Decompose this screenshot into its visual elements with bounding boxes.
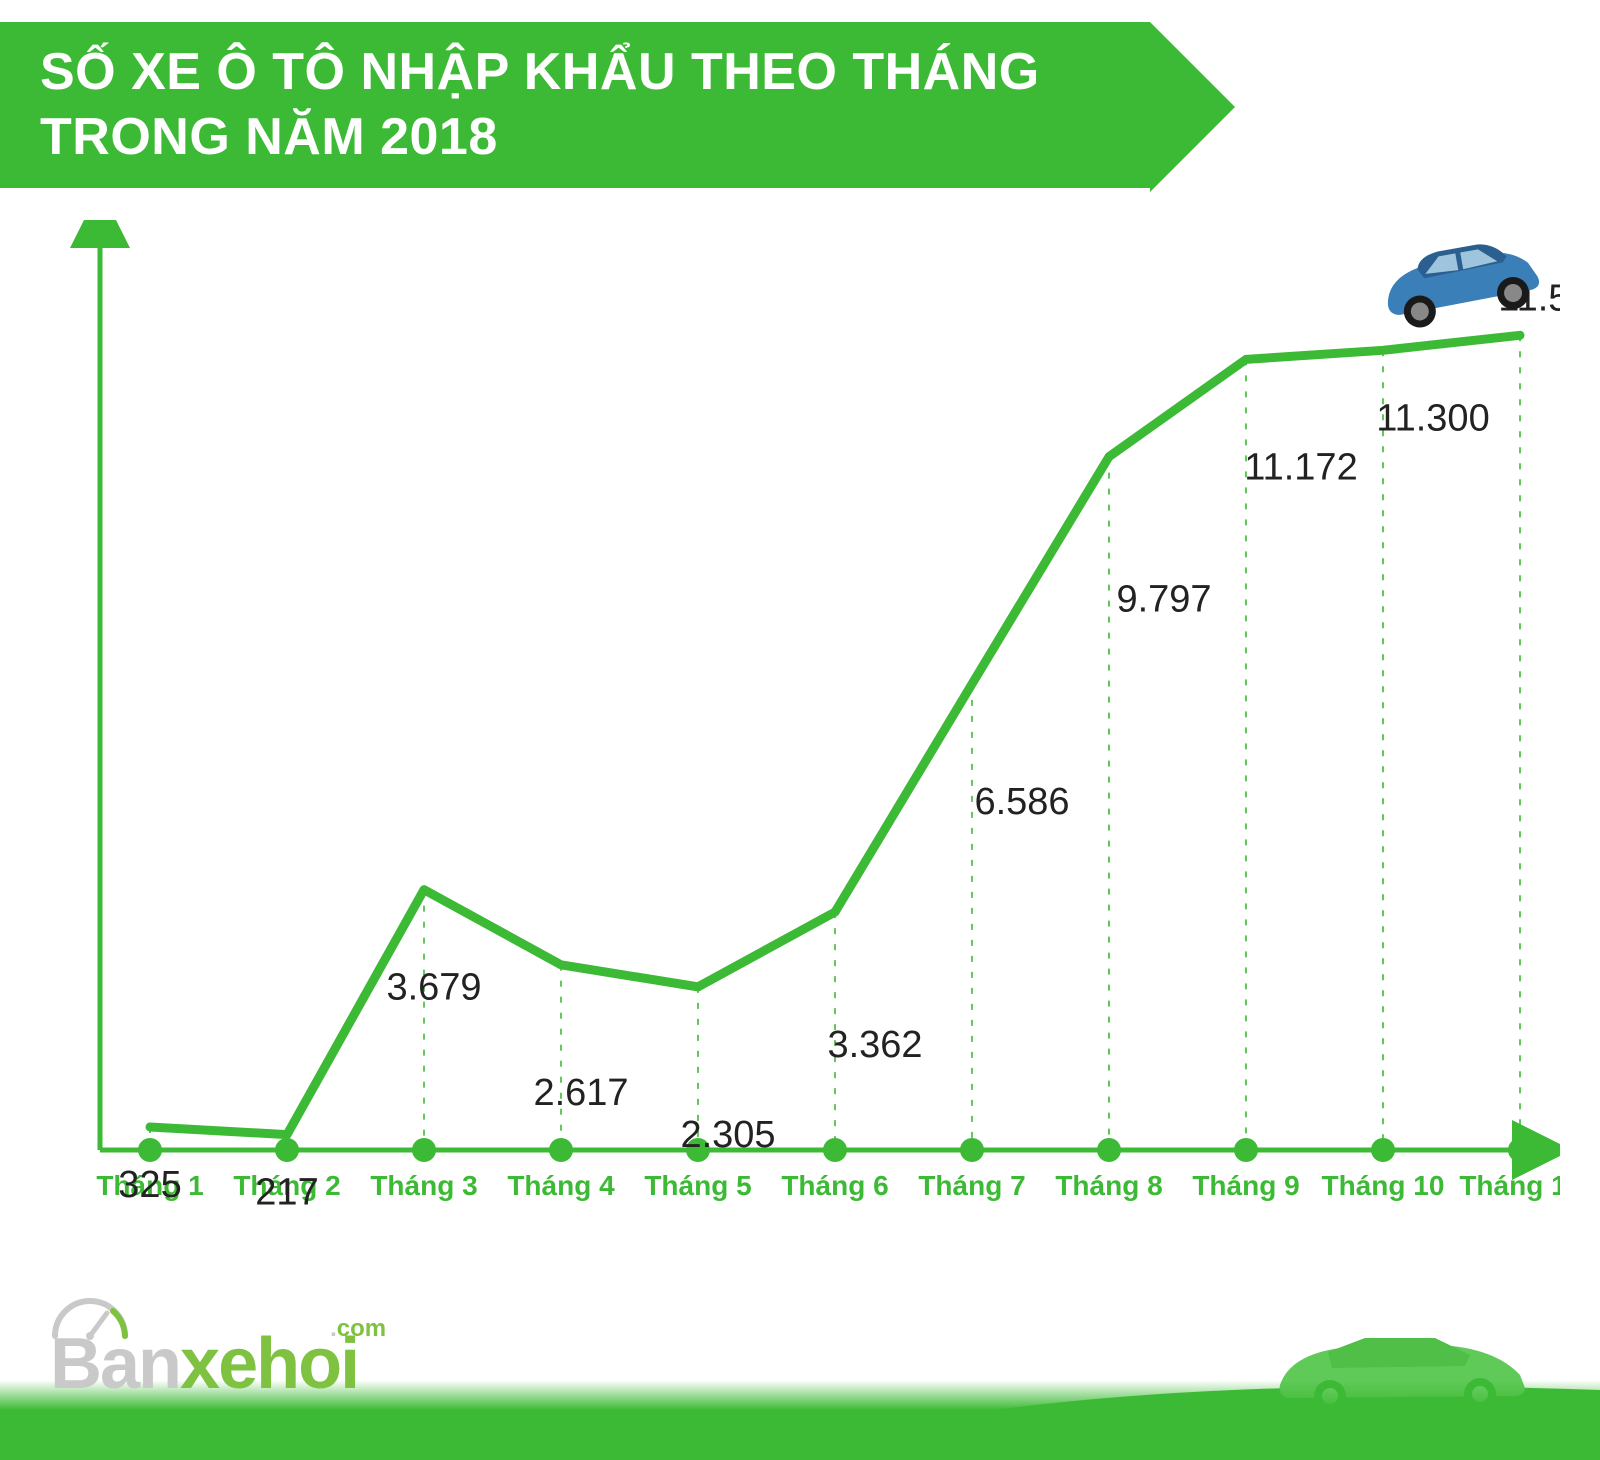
svg-text:11.300: 11.300 xyxy=(1376,397,1489,439)
car-icon xyxy=(1365,230,1555,335)
svg-text:Tháng 4: Tháng 4 xyxy=(507,1170,615,1201)
svg-text:3.362: 3.362 xyxy=(827,1024,922,1066)
line-chart: Tháng 1Tháng 2Tháng 3Tháng 4Tháng 5Tháng… xyxy=(60,220,1560,1240)
logo-dotcom-text: com xyxy=(337,1315,386,1342)
svg-text:Tháng 7: Tháng 7 xyxy=(918,1170,1025,1201)
svg-text:325: 325 xyxy=(118,1164,181,1206)
title-banner: SỐ XE Ô TÔ NHẬP KHẨU THEO THÁNG TRONG NĂ… xyxy=(0,20,1150,190)
svg-text:Tháng 10: Tháng 10 xyxy=(1322,1170,1445,1201)
title-text: SỐ XE Ô TÔ NHẬP KHẨU THEO THÁNG TRONG NĂ… xyxy=(0,22,1150,188)
logo-dotcom: .com xyxy=(330,1315,386,1343)
svg-text:Tháng 6: Tháng 6 xyxy=(781,1170,888,1201)
svg-text:Tháng 11: Tháng 11 xyxy=(1459,1170,1560,1201)
svg-text:3.679: 3.679 xyxy=(386,967,481,1009)
title-line1: SỐ XE Ô TÔ NHẬP KHẨU THEO THÁNG xyxy=(40,43,1040,101)
svg-text:Tháng 3: Tháng 3 xyxy=(370,1170,477,1201)
svg-text:2.305: 2.305 xyxy=(680,1114,775,1156)
gauge-icon xyxy=(45,1291,135,1341)
svg-text:217: 217 xyxy=(255,1172,318,1214)
svg-text:6.586: 6.586 xyxy=(974,781,1069,823)
svg-text:9.797: 9.797 xyxy=(1116,579,1211,621)
chart-svg: Tháng 1Tháng 2Tháng 3Tháng 4Tháng 5Tháng… xyxy=(60,220,1560,1240)
svg-text:Tháng 9: Tháng 9 xyxy=(1192,1170,1299,1201)
svg-text:Tháng 8: Tháng 8 xyxy=(1055,1170,1162,1201)
page: SỐ XE Ô TÔ NHẬP KHẨU THEO THÁNG TRONG NĂ… xyxy=(0,0,1600,1460)
brand-logo: Banxehoi .com xyxy=(50,1323,358,1405)
svg-text:2.617: 2.617 xyxy=(533,1072,628,1114)
svg-text:Tháng 5: Tháng 5 xyxy=(644,1170,751,1201)
title-line2: TRONG NĂM 2018 xyxy=(40,108,498,166)
svg-text:11.172: 11.172 xyxy=(1244,446,1357,488)
